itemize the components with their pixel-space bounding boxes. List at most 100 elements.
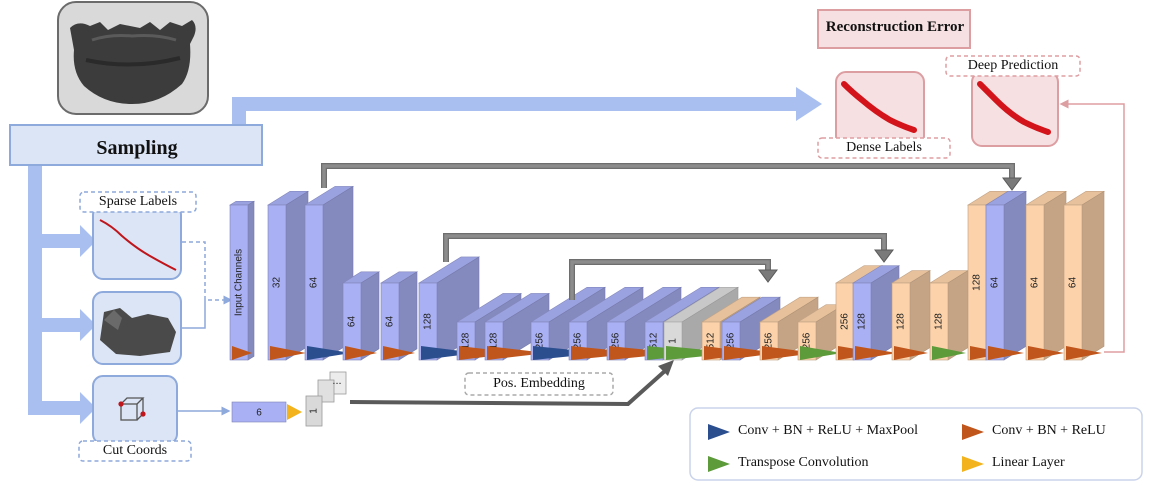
encoder-block-2-op-marker [307, 346, 351, 360]
decoder-block-1-label: 512 [706, 332, 717, 349]
output-to-prediction-connector [1059, 99, 1125, 353]
encoder-block-1-op-marker [270, 346, 306, 360]
encoder-block-2-label: 64 [309, 277, 320, 289]
volume-to-input-connector [182, 300, 206, 329]
skip-connection-3 [569, 259, 778, 300]
encoder-block-10-op-marker [609, 346, 679, 360]
decoder-block-6-op-marker [855, 346, 897, 360]
pos-embedding-box [464, 372, 614, 396]
decoder-block-9-label: 128 [972, 274, 983, 291]
dense-labels-label: Dense Labels [846, 140, 922, 155]
decoder-block-7-label: 128 [896, 313, 907, 330]
sampling-label: Sampling [96, 137, 178, 159]
decoder-block-3: 256 [758, 296, 820, 361]
decoder-block-11-label: 64 [1030, 277, 1041, 289]
encoder-block-8-label: 256 [535, 332, 546, 349]
skip-connections [321, 163, 1022, 300]
network-blocks: Input Channels 32 64 64 64 128 128 128 256 256 256… [228, 185, 1106, 427]
decoder-block-5-label: 256 [840, 313, 851, 330]
encoder-block-10-label: 256 [611, 332, 622, 349]
volume-panel [92, 291, 182, 365]
decoder-block-11: 64 [1024, 190, 1068, 361]
dense-labels-panel [817, 71, 951, 159]
decoder-block-8-op-marker [932, 346, 966, 360]
encoder-block-4: 64 [379, 271, 419, 361]
sampling-box [9, 124, 263, 166]
decoder-block-4-op-marker [800, 346, 842, 360]
sparse-labels-label: Sparse Labels [98, 194, 178, 209]
decoder-block-8: 128 [928, 270, 970, 361]
encoder-block-1-label: 32 [272, 277, 283, 289]
encoder-block-9-op-marker [571, 346, 641, 360]
bottleneck-block-label: 1 [668, 338, 679, 344]
linear-block: 6 [231, 401, 302, 423]
skip-connection-2 [443, 233, 894, 263]
legend-label-transpose: Transpose Convolution [738, 455, 869, 470]
embedding-arrowhead [658, 360, 674, 376]
embedding-connector [349, 360, 674, 407]
cut-coords-panel [78, 375, 192, 462]
decoder-block-4-label: 256 [802, 332, 813, 349]
decoder-block-3-label: 256 [764, 332, 775, 349]
encoder-block-9-label: 256 [573, 332, 584, 349]
embedding-vector-label: 1 [309, 408, 320, 414]
decoder-block-7-op-marker [894, 346, 928, 360]
decoder-block-2-label: 256 [726, 332, 737, 349]
legend-marker-conv [962, 424, 984, 440]
encoder-block-4-op-marker [383, 346, 415, 360]
deep-prediction-label: Deep Prediction [967, 58, 1059, 73]
embedding-ellipsis: ... [332, 375, 341, 387]
cube-icon [118, 397, 146, 421]
linear-block-label: 6 [256, 408, 262, 419]
decoder-block-12-op-marker [1066, 346, 1102, 360]
encoder-block-3: 64 [341, 271, 381, 361]
encoder-block-7-label: 128 [489, 332, 500, 349]
encoder-block-5-label: 128 [423, 313, 434, 330]
encoder-block-1: 32 [266, 190, 310, 361]
decoder-block-3-op-marker [762, 346, 816, 360]
flow-arrows [28, 87, 822, 424]
legend-label-maxpool: Conv + BN + ReLU + MaxPool [738, 423, 919, 438]
legend-label-linear: Linear Layer [992, 455, 1065, 470]
decoder-block-2-op-marker [724, 346, 778, 360]
encoder-block-3-op-marker [345, 346, 377, 360]
decoder-block-12-label: 64 [1068, 277, 1079, 289]
reconstruction-error-label: Reconstruction Error [825, 19, 965, 35]
decoder-block-6-label: 128 [857, 313, 868, 330]
encoder-block-4-label: 64 [385, 316, 396, 328]
linear-op-marker [287, 404, 302, 420]
encoder-block-7-op-marker [487, 346, 547, 360]
cut-coords-label: Cut Coords [102, 443, 168, 458]
skip-connection-1 [321, 163, 1022, 191]
reconstruction-error-box [817, 9, 971, 49]
decoder-block-11-op-marker [1028, 346, 1064, 360]
decoder-block-8-label: 128 [934, 313, 945, 330]
ct-scan-image [57, 1, 209, 115]
legend-label-conv: Conv + BN + ReLU [992, 423, 1106, 438]
encoder-block-3-label: 64 [347, 316, 358, 328]
encoder-block-11-label: 512 [649, 332, 660, 349]
input-channels-block-label: Input Channels [234, 249, 245, 316]
sparse-labels-panel [79, 191, 197, 280]
encoder-block-6-label: 128 [461, 332, 472, 349]
pos-embedding-label: Pos. Embedding [493, 376, 585, 391]
embedding-vector-block: 1... [305, 371, 347, 427]
decoder-block-12: 64 [1062, 190, 1106, 361]
bottleneck-block-op-marker [666, 346, 736, 360]
embedding-path [349, 368, 668, 407]
encoder-block-5-op-marker [421, 346, 477, 360]
input-channels-block-op-marker [232, 346, 252, 360]
decoder-block-10-op-marker [988, 346, 1024, 360]
decoder-block-10: 64 [984, 190, 1028, 361]
legend [689, 407, 1143, 481]
decoder-block-10-label: 64 [990, 277, 1001, 289]
sparse-to-input-connector [182, 241, 233, 305]
legend-marker-transpose [708, 456, 730, 472]
legend-marker-maxpool [708, 424, 730, 440]
input-channels-block: Input Channels [228, 200, 256, 361]
encoder-block-8-op-marker [533, 346, 603, 360]
decoder-block-7: 128 [890, 270, 932, 361]
legend-marker-linear [962, 456, 984, 472]
